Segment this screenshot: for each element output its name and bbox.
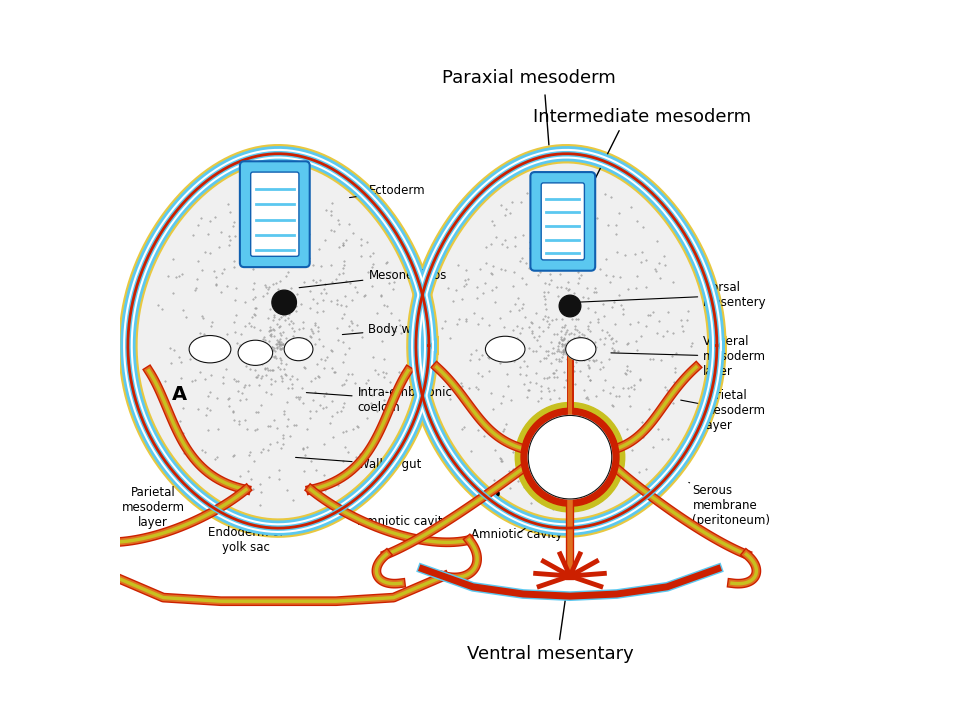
Text: Parietal
mesoderm
layer: Parietal mesoderm layer xyxy=(122,486,184,529)
Polygon shape xyxy=(416,154,717,528)
FancyBboxPatch shape xyxy=(541,183,585,260)
Ellipse shape xyxy=(486,336,525,362)
Text: Parietal
mesoderm
layer: Parietal mesoderm layer xyxy=(681,389,766,432)
Circle shape xyxy=(516,402,625,512)
Circle shape xyxy=(528,415,612,499)
Text: Amniotic cavity: Amniotic cavity xyxy=(331,515,449,528)
FancyBboxPatch shape xyxy=(240,161,310,267)
Text: Body wall: Body wall xyxy=(343,323,425,336)
Polygon shape xyxy=(128,154,429,528)
Circle shape xyxy=(272,290,297,315)
Text: Mesonephros: Mesonephros xyxy=(300,269,446,288)
Ellipse shape xyxy=(565,338,596,361)
Text: Paraxial mesoderm: Paraxial mesoderm xyxy=(443,69,615,87)
FancyBboxPatch shape xyxy=(530,172,595,271)
FancyBboxPatch shape xyxy=(251,172,299,256)
Circle shape xyxy=(559,295,581,317)
Text: Intra-embryonic
coelom: Intra-embryonic coelom xyxy=(306,386,452,413)
Text: Serous
membrane
(peritoneum): Serous membrane (peritoneum) xyxy=(688,482,770,527)
Text: Ectoderm: Ectoderm xyxy=(349,184,425,197)
Circle shape xyxy=(521,408,619,506)
Text: Amniotic cavity: Amniotic cavity xyxy=(471,527,563,541)
Text: Wall of gut: Wall of gut xyxy=(296,457,421,471)
Ellipse shape xyxy=(189,336,231,363)
Text: Dorsal
mesentery: Dorsal mesentery xyxy=(575,282,767,309)
Text: Endoderm of
yolk sac: Endoderm of yolk sac xyxy=(208,526,284,554)
Text: Ventral mesentary: Ventral mesentary xyxy=(468,645,634,662)
Text: Intermediate mesoderm: Intermediate mesoderm xyxy=(533,108,751,126)
Text: B: B xyxy=(486,489,500,508)
Text: Visceral
mesoderm
layer: Visceral mesoderm layer xyxy=(611,335,766,378)
Text: A: A xyxy=(172,384,187,404)
Ellipse shape xyxy=(284,338,313,361)
Ellipse shape xyxy=(238,341,273,366)
